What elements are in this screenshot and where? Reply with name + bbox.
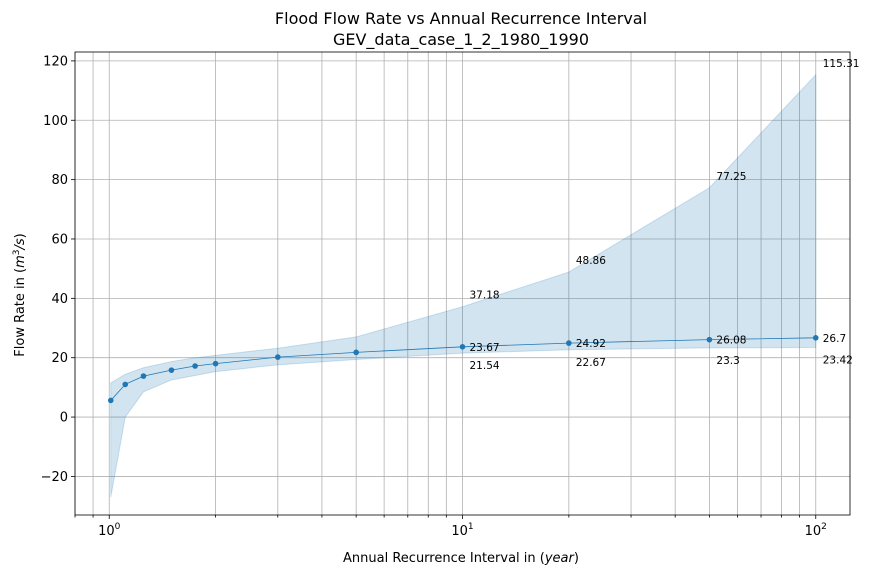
data-label-estimate: 26.08: [716, 335, 746, 347]
estimate-point: [566, 340, 572, 346]
data-label-upper: 77.25: [716, 171, 746, 183]
estimate-point: [122, 381, 129, 388]
x-tick-label: 100: [98, 522, 121, 539]
x-tick-label-exponent: 0: [115, 522, 121, 532]
y-tick-label: 80: [51, 173, 68, 188]
x-axis-label-unit: year: [544, 551, 576, 566]
x-tick-label-base: 10: [451, 524, 468, 539]
estimate-point: [459, 344, 466, 350]
y-tick-label: 20: [51, 351, 68, 366]
estimate-point: [353, 349, 359, 356]
y-tick-label: 60: [51, 232, 68, 247]
y-tick-label: 40: [51, 292, 68, 307]
x-tick-label: 101: [451, 522, 473, 539]
estimate-point: [168, 367, 175, 373]
y-axis-label-suffix: ): [13, 233, 28, 238]
data-label-estimate: 23.67: [470, 342, 500, 354]
y-tick-label: 100: [43, 114, 68, 129]
estimate-point: [706, 336, 713, 343]
data-label-lower: 22.67: [576, 357, 606, 369]
data-label-lower: 21.54: [470, 360, 500, 372]
chart-subtitle: GEV_data_case_1_2_1980_1990: [333, 30, 589, 50]
estimate-series: [107, 335, 819, 404]
estimate-line: [110, 337, 816, 401]
plot-frame: [74, 51, 851, 516]
x-tick-label-exponent: 1: [468, 522, 474, 532]
y-tick-label: −20: [41, 470, 68, 485]
estimate-point: [212, 360, 219, 367]
data-label-estimate: 24.92: [576, 338, 606, 350]
grid: [74, 52, 850, 515]
x-tick-label: 102: [805, 522, 827, 539]
x-axis-label-suffix: ): [574, 551, 579, 566]
data-label-lower: 23.42: [823, 355, 853, 367]
data-label-lower: 23.3: [716, 355, 739, 367]
y-axis-label: Flow Rate in (m3/s): [12, 233, 28, 356]
chart-title: Flood Flow Rate vs Annual Recurrence Int…: [275, 9, 647, 28]
y-axis-label-unit-superscript: 3: [12, 250, 22, 256]
x-axis-label-prefix: Annual Recurrence Interval in (: [343, 551, 545, 566]
estimate-point: [140, 373, 147, 379]
data-label-upper: 37.18: [470, 290, 500, 302]
data-label-estimate: 26.7: [823, 333, 846, 345]
data-label-upper: 115.31: [823, 58, 860, 70]
y-tick-label: 120: [43, 54, 68, 69]
y-axis-label-unit-base: m: [13, 255, 28, 268]
estimate-point: [812, 335, 819, 341]
estimate-point: [274, 354, 281, 360]
x-tick-label-base: 10: [98, 524, 115, 539]
confidence-band-area: [110, 73, 817, 498]
estimate-point: [107, 397, 114, 404]
x-axis-label: Annual Recurrence Interval in (year): [343, 551, 579, 566]
y-tick-label: 0: [60, 411, 68, 426]
estimate-point: [192, 363, 198, 369]
x-tick-label-base: 10: [805, 524, 822, 539]
x-tick-label-exponent: 2: [821, 522, 827, 532]
y-axis-label-unit-tail: /s: [13, 238, 28, 250]
confidence-band: [110, 73, 817, 498]
data-label-upper: 48.86: [576, 255, 606, 267]
y-axis-label-prefix: Flow Rate in (: [13, 268, 28, 357]
